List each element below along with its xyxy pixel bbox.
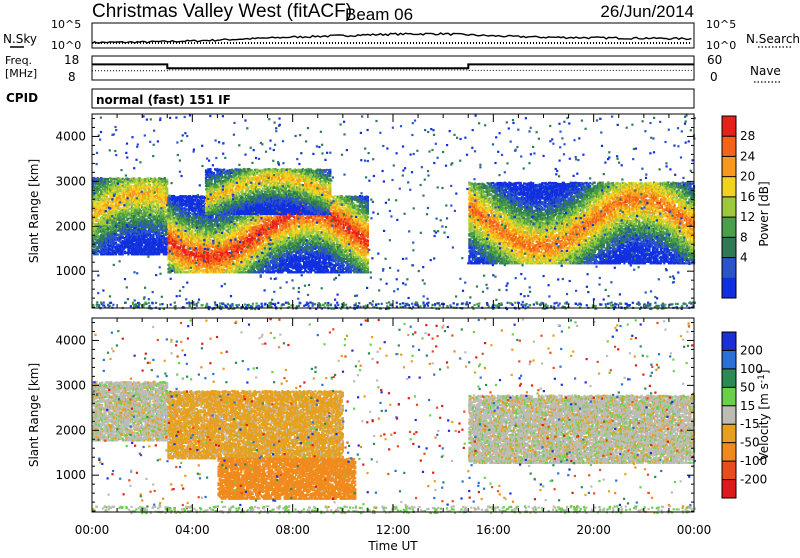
power-cell <box>123 195 125 197</box>
nave-label: Nave <box>750 64 781 78</box>
power-cell <box>107 183 109 185</box>
freq-series-line <box>92 64 694 68</box>
power-cell <box>107 230 109 232</box>
power-cell <box>114 250 116 252</box>
power-cell <box>109 201 111 203</box>
power-cell <box>121 207 123 209</box>
power-cell <box>97 219 99 221</box>
power-cell <box>126 214 128 216</box>
station-title: Christmas Valley West (fitACF) <box>92 1 352 22</box>
freq-tick-top: 18 <box>64 53 79 67</box>
beam-label: Beam 06 <box>345 5 413 24</box>
power-cell <box>98 211 100 213</box>
noise-right-tick-bottom: 10^0 <box>706 39 736 52</box>
power-cell <box>101 178 103 180</box>
nave-tick-bottom: 0 <box>710 70 718 84</box>
noise-right-tick-top: 10^5 <box>706 18 736 31</box>
date-label: 26/Jun/2014 <box>600 2 694 21</box>
radar-summary-plot: Christmas Valley West (fitACF) Beam 06 2… <box>0 0 800 554</box>
cpid-label: CPID <box>6 91 38 105</box>
power-cell <box>122 251 124 253</box>
power-cell <box>124 220 126 222</box>
power-cell <box>95 230 97 232</box>
power-cell <box>115 241 117 243</box>
nave-tick-top: 60 <box>707 53 722 67</box>
power-cell <box>127 253 129 255</box>
power-cell <box>101 232 103 234</box>
nave-series-line <box>92 70 694 71</box>
freq-label-line1: Freq. <box>5 54 32 67</box>
noise-right-label: N.Search <box>746 32 800 46</box>
power-cell <box>107 178 109 180</box>
power-cell <box>105 235 107 237</box>
noise-series-group <box>92 33 692 44</box>
power-cell <box>122 253 124 255</box>
freq-tick-bottom: 8 <box>68 70 76 84</box>
power-cell <box>94 249 96 251</box>
noise-left-tick-bottom: 10^0 <box>51 39 81 52</box>
cpid-mode-text: normal (fast) 151 IF <box>96 93 231 107</box>
noise-left-label: N.Sky <box>3 32 37 46</box>
power-cell <box>124 188 126 190</box>
noise-left-tick-top: 10^5 <box>51 18 81 31</box>
freq-label-line2: [MHz] <box>5 67 37 80</box>
noise-panel-frame <box>92 23 694 48</box>
power-cell <box>121 204 123 206</box>
power-cell <box>98 235 100 237</box>
power-cell <box>119 183 121 185</box>
power-cell <box>97 253 99 255</box>
power-cell <box>98 192 100 194</box>
power-cell <box>122 198 124 200</box>
power-cell <box>127 218 129 220</box>
noise-series-sky <box>92 33 692 44</box>
freq-series-group <box>92 64 694 70</box>
power-cell <box>106 194 108 196</box>
power-cell <box>118 193 120 195</box>
